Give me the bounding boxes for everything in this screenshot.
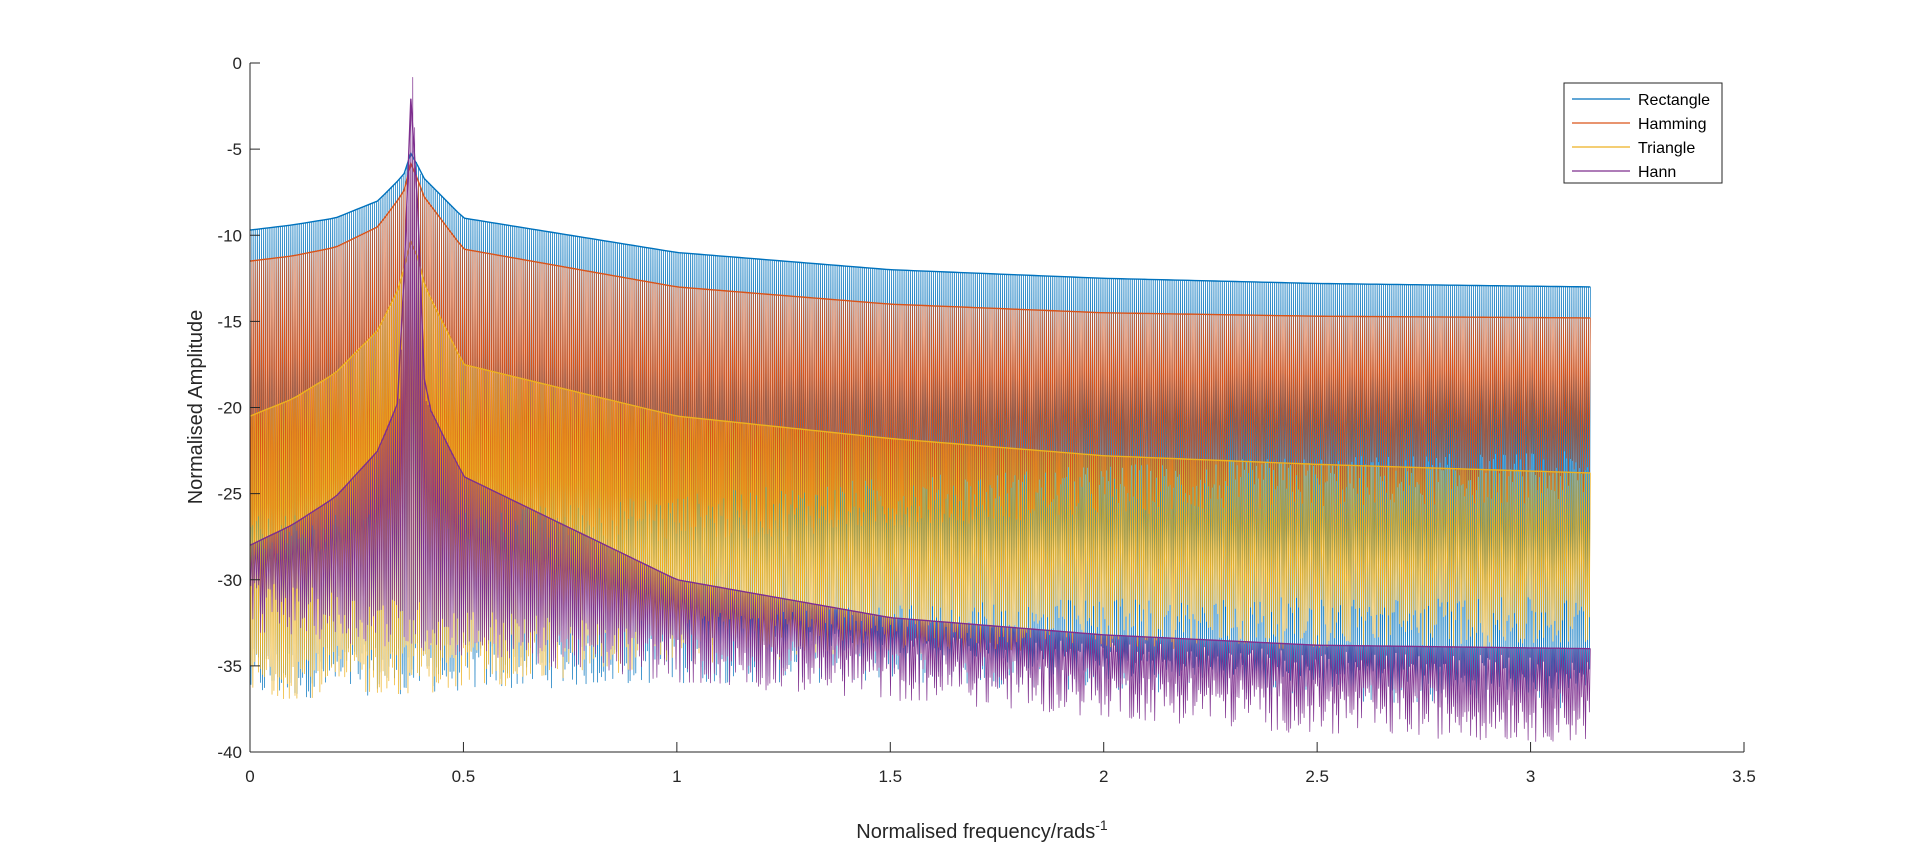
- y-axis-label: Normalised Amplitude: [185, 310, 207, 505]
- plot-area: 0 0.5 1 1.5 2 2.5 3 3.5 0 -5 -10 -15 -20 -25 -30 -35 -4…: [217, 54, 1755, 786]
- x-tick-label: 2.5: [1305, 767, 1329, 786]
- legend-label: Hamming: [1638, 116, 1706, 133]
- legend-item-triangle: Triangle: [1572, 140, 1695, 157]
- series-envelope: [249, 151, 1591, 288]
- series-envelope: [249, 238, 1591, 474]
- y-tick-label: -25: [217, 485, 242, 504]
- legend: Rectangle Hamming Triangle Hann: [1563, 82, 1723, 184]
- x-tick-label: 2: [1099, 767, 1108, 786]
- y-tick-label: -5: [227, 140, 242, 159]
- x-tick-label: 0.5: [452, 767, 476, 786]
- legend-item-hamming: Hamming: [1572, 116, 1706, 133]
- legend-label: Hann: [1638, 164, 1676, 181]
- x-tick-label: 3: [1526, 767, 1535, 786]
- y-tick-label: -30: [217, 571, 242, 590]
- y-tick-label: -15: [217, 312, 242, 331]
- x-axis-label-text: Normalised frequency/rads: [856, 821, 1095, 843]
- y-tick-label: 0: [233, 54, 242, 73]
- x-tick-label: 1: [672, 767, 681, 786]
- x-axis-label-superscript: -1: [1095, 817, 1108, 833]
- series-layer: [249, 77, 1591, 742]
- x-tick-label: 0: [245, 767, 254, 786]
- legend-box: [1563, 82, 1723, 184]
- series-hann: [249, 77, 1591, 742]
- y-tick-label: -20: [217, 399, 242, 418]
- legend-item-rectangle: Rectangle: [1572, 92, 1710, 109]
- x-ticks: 0 0.5 1 1.5 2 2.5 3 3.5: [245, 742, 1756, 786]
- legend-label: Rectangle: [1638, 92, 1710, 109]
- series-envelope: [249, 98, 1591, 650]
- x-axis-label: Normalised frequency/rads-1: [856, 817, 1108, 843]
- y-tick-label: -40: [217, 743, 242, 762]
- legend-items: Rectangle Hamming Triangle Hann: [1572, 92, 1710, 181]
- x-tick-label: 3.5: [1732, 767, 1756, 786]
- y-tick-label: -35: [217, 657, 242, 676]
- legend-label: Triangle: [1638, 140, 1695, 157]
- x-tick-label: 1.5: [878, 767, 902, 786]
- y-ticks: 0 -5 -10 -15 -20 -25 -30 -35 -40: [217, 54, 260, 762]
- series-hamming: [249, 159, 1591, 567]
- y-tick-label: -10: [217, 226, 242, 245]
- series-envelope: [249, 161, 1591, 319]
- legend-item-hann: Hann: [1572, 164, 1676, 181]
